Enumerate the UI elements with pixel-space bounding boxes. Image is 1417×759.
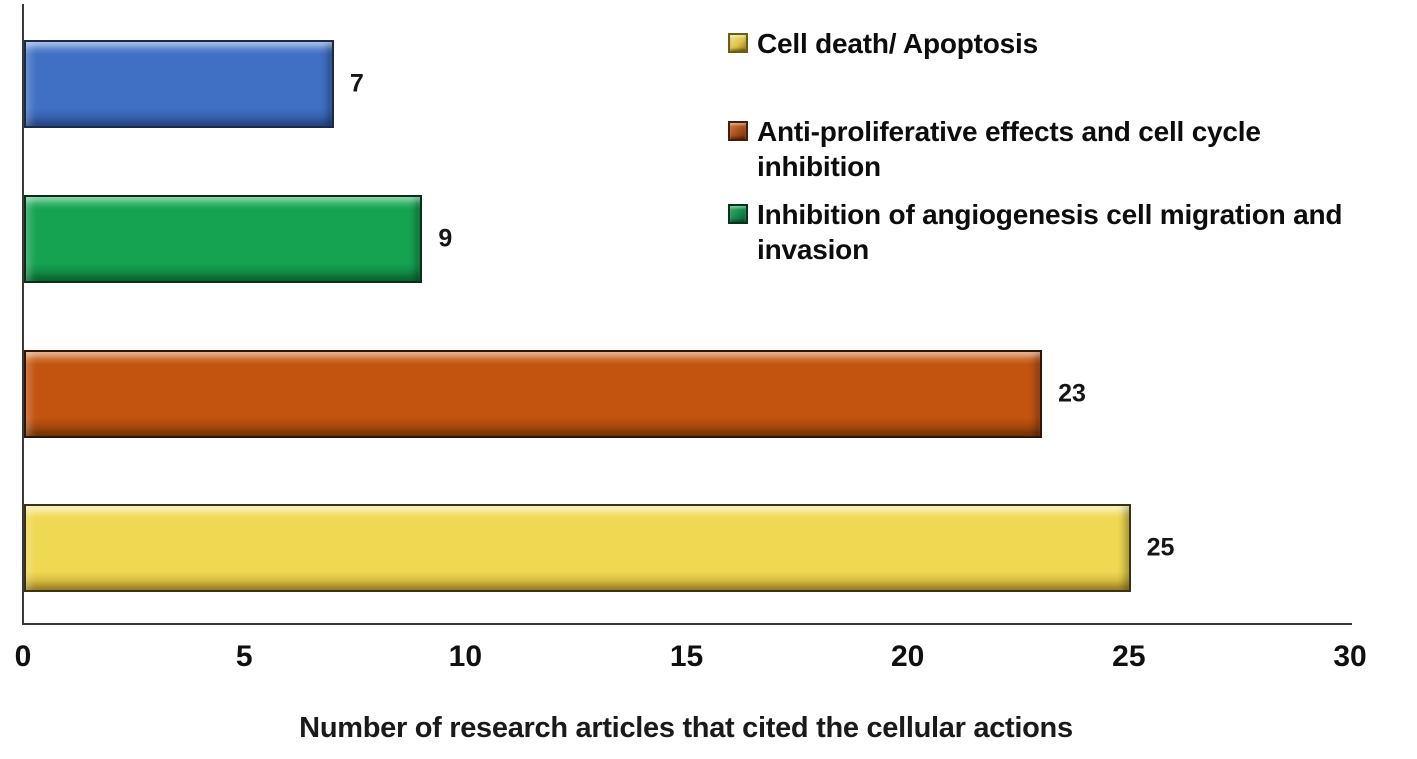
x-axis-tick-label: 30 <box>1333 640 1367 673</box>
x-axis-tick-label: 20 <box>890 640 925 673</box>
legend-swatch-icon <box>728 33 748 53</box>
legend-entry: Anti-proliferative effects and cell cycl… <box>728 114 1380 185</box>
x-axis-tick-label: 0 <box>14 640 32 673</box>
legend-label: Inhibition of angiogenesis cell migratio… <box>757 198 1343 266</box>
x-axis-tick-label: 5 <box>235 640 253 673</box>
bar-value-label: 23 <box>1058 379 1086 408</box>
legend-swatch-icon <box>728 120 748 141</box>
x-axis-tick-label: 10 <box>448 640 483 673</box>
x-axis-title: Number of research articles that cited t… <box>299 712 1073 744</box>
plot-area: 7 9 23 25 <box>22 4 1352 625</box>
bar-segment <box>24 40 334 128</box>
bar-value-label: 9 <box>438 224 453 253</box>
bar-value-label: 25 <box>1146 533 1175 562</box>
legend-label: Cell death/ Apoptosis <box>757 28 1039 59</box>
legend-swatch-icon <box>728 203 748 224</box>
legend-label: Anti-proliferative effects and cell cycl… <box>757 115 1261 183</box>
legend-entry: Cell death/ Apoptosis <box>728 26 1380 62</box>
bar-value-label: 7 <box>349 69 364 98</box>
x-axis-tick-label: 15 <box>669 640 704 673</box>
bar-segment <box>24 504 1131 592</box>
bar-segment <box>24 350 1043 438</box>
legend: Cell death/ Apoptosis Anti-proliferative … <box>728 26 1380 268</box>
legend-entry: Inhibition of angiogenesis cell migratio… <box>728 197 1380 268</box>
x-axis-tick-label: 25 <box>1112 640 1146 673</box>
bar-segment <box>24 195 423 283</box>
